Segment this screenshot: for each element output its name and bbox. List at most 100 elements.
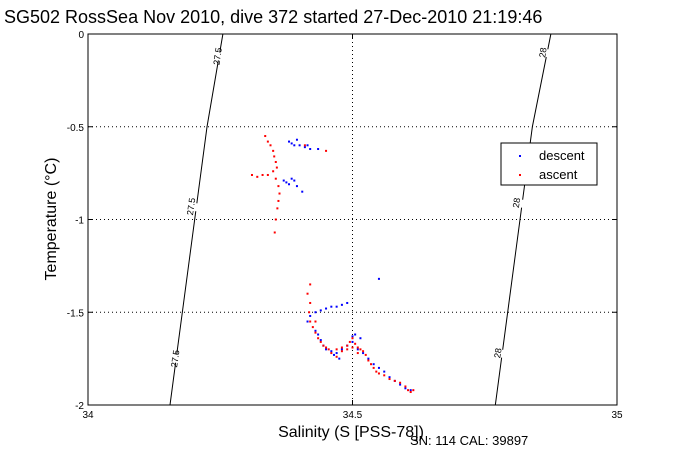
ascent-point bbox=[250, 173, 253, 176]
x-tick-label: 35 bbox=[611, 410, 623, 421]
descent-point bbox=[362, 352, 365, 355]
ascent-point bbox=[325, 346, 328, 349]
descent-point bbox=[340, 303, 343, 306]
descent-point bbox=[404, 387, 407, 390]
descent-point bbox=[359, 337, 362, 340]
chart-title: SG502 RossSea Nov 2010, dive 372 started… bbox=[4, 7, 542, 27]
descent-point bbox=[288, 183, 291, 186]
contour-label-gap bbox=[506, 197, 527, 209]
descent-point bbox=[346, 301, 349, 304]
ascent-point bbox=[348, 340, 351, 343]
ascent-point bbox=[269, 144, 272, 147]
ascent-point bbox=[325, 149, 328, 152]
descent-point bbox=[330, 305, 333, 308]
ascent-point bbox=[274, 160, 277, 163]
ascent-point bbox=[264, 135, 267, 138]
ascent-point bbox=[340, 350, 343, 353]
ascent-point bbox=[346, 348, 349, 351]
descent-point bbox=[314, 329, 317, 332]
descent-point bbox=[306, 144, 309, 147]
ascent-point bbox=[273, 231, 276, 234]
descent-point bbox=[309, 314, 312, 317]
descent-point bbox=[314, 311, 317, 314]
ascent-point bbox=[377, 372, 380, 375]
x-axis-label: Salinity (S [PSS-78]) bbox=[278, 424, 424, 441]
y-axis-label: Temperature (°C) bbox=[43, 158, 60, 281]
descent-point bbox=[309, 148, 312, 151]
descent-point bbox=[332, 353, 335, 356]
ascent-point bbox=[375, 370, 378, 373]
ascent-point bbox=[256, 175, 259, 178]
contour-label: 27.5 bbox=[169, 349, 181, 368]
ascent-point bbox=[393, 379, 396, 382]
ascent-point bbox=[399, 381, 402, 384]
serial-calibration-caption: SN: 114 CAL: 39897 bbox=[410, 433, 528, 448]
ascent-point bbox=[327, 348, 330, 351]
legend-label-ascent: ascent bbox=[539, 167, 578, 182]
contour-line bbox=[169, 33, 224, 406]
descent-point bbox=[319, 339, 322, 342]
contour-label-gap bbox=[180, 201, 202, 212]
contour-label-gap bbox=[207, 50, 229, 62]
descent-point bbox=[295, 138, 298, 141]
descent-point bbox=[303, 146, 306, 149]
descent-point bbox=[356, 348, 359, 351]
ascent-point bbox=[372, 366, 375, 369]
legend: descent ascent bbox=[500, 142, 598, 186]
descent-point bbox=[377, 366, 380, 369]
descent-point bbox=[335, 352, 338, 355]
descent-point bbox=[317, 333, 320, 336]
ascent-point bbox=[266, 173, 269, 176]
descent-point bbox=[317, 148, 320, 151]
ascent-point bbox=[354, 342, 357, 345]
ascent-point bbox=[314, 320, 317, 323]
ascent-point bbox=[261, 173, 264, 176]
ascent-point bbox=[335, 355, 338, 358]
ascent-point bbox=[272, 170, 275, 173]
ascent-point bbox=[278, 192, 281, 195]
ascent-point bbox=[309, 301, 312, 304]
y-tick-label: 0 bbox=[78, 30, 84, 41]
descent-point bbox=[288, 140, 291, 143]
ascent-point bbox=[340, 346, 343, 349]
legend-marker-ascent bbox=[519, 174, 521, 176]
density-contours: 27.5 27.5 27.5 28 28 28 bbox=[164, 33, 554, 406]
ascent-point bbox=[335, 348, 338, 351]
x-tick-label: 34.5 bbox=[343, 410, 363, 421]
descent-point bbox=[301, 190, 304, 193]
descent-point bbox=[367, 357, 370, 360]
y-tick-label: -2 bbox=[75, 401, 84, 412]
grid-lines bbox=[88, 34, 617, 405]
ascent-point bbox=[409, 391, 412, 394]
descent-point bbox=[335, 305, 338, 308]
ascent-point bbox=[266, 140, 269, 143]
contour-label-gap bbox=[164, 353, 186, 364]
contour-label: 28 bbox=[537, 47, 548, 58]
contour-label-gap bbox=[487, 347, 509, 359]
ascent-point bbox=[272, 149, 275, 152]
descent-point bbox=[325, 307, 328, 310]
ascent-point bbox=[314, 331, 317, 334]
contour-label: 27.5 bbox=[211, 47, 223, 66]
descent-point bbox=[377, 277, 380, 280]
descent-point bbox=[325, 348, 328, 351]
ascent-point bbox=[407, 389, 410, 392]
descent-point bbox=[351, 335, 354, 338]
contour-line bbox=[494, 33, 552, 406]
ascent-point bbox=[273, 155, 276, 158]
ascent-point bbox=[330, 352, 333, 355]
series-descent bbox=[282, 138, 412, 392]
legend-box bbox=[500, 142, 598, 186]
ascent-point bbox=[311, 326, 314, 329]
ascent-point bbox=[274, 218, 277, 221]
ascent-point bbox=[364, 353, 367, 356]
ascent-point bbox=[274, 177, 277, 180]
descent-point bbox=[399, 383, 402, 386]
contour-label: 28 bbox=[492, 347, 503, 358]
ascent-point bbox=[275, 166, 278, 169]
descent-point bbox=[290, 142, 293, 145]
ascent-point bbox=[308, 311, 311, 314]
y-tick-label: -1 bbox=[75, 216, 84, 227]
ascent-point bbox=[383, 374, 386, 377]
x-tick-label: 34 bbox=[82, 410, 94, 421]
